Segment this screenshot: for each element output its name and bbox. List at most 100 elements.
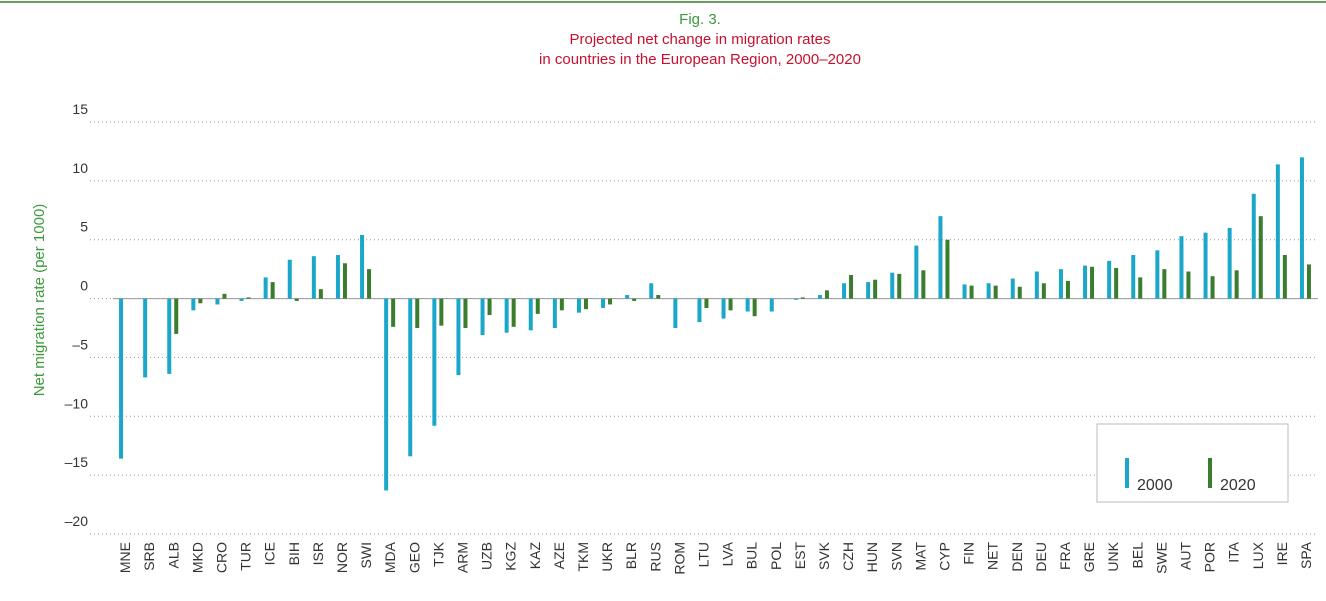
bar <box>1299 157 1304 299</box>
bar <box>239 298 244 301</box>
x-tick-label: MKD <box>189 542 205 573</box>
y-tick-label: –20 <box>65 513 89 529</box>
x-tick-label: BUL <box>744 542 760 569</box>
bar <box>1058 269 1063 299</box>
x-tick-label: CRO <box>213 542 229 573</box>
bar <box>656 295 661 299</box>
bar <box>897 273 902 299</box>
y-tick-label: 5 <box>80 219 88 235</box>
x-tick-label: TKM <box>575 542 591 572</box>
bar <box>752 298 757 317</box>
x-tick-label: ITA <box>1226 541 1242 562</box>
bar <box>535 298 540 314</box>
bar <box>1258 216 1263 299</box>
x-tick-label: LUX <box>1250 541 1266 569</box>
bar <box>246 297 251 299</box>
y-axis-label: Net migration rate (per 1000) <box>31 204 48 397</box>
bar <box>649 283 654 299</box>
bar <box>873 279 878 299</box>
bar <box>728 298 733 311</box>
bar <box>1203 232 1208 299</box>
bar <box>367 269 372 299</box>
bar <box>1114 267 1119 299</box>
bar <box>559 298 564 311</box>
bar <box>432 298 437 426</box>
bar <box>704 298 709 308</box>
y-tick-label: 0 <box>80 278 88 294</box>
bar <box>511 298 516 327</box>
bar <box>552 298 557 328</box>
x-tick-label: POR <box>1202 542 1218 572</box>
bar <box>962 284 967 299</box>
bar <box>1083 265 1088 299</box>
x-tick-label: ISR <box>310 542 326 565</box>
x-tick-label: KAZ <box>527 542 543 570</box>
bar <box>625 295 630 299</box>
y-tick-label: 10 <box>72 160 88 176</box>
legend-swatch <box>1125 458 1129 488</box>
bar <box>1251 193 1256 299</box>
x-tick-label: LVA <box>720 541 736 566</box>
bar <box>198 298 203 304</box>
x-tick-label: CYP <box>936 542 952 571</box>
bar <box>408 298 413 457</box>
bar <box>318 289 323 299</box>
bar <box>439 298 444 326</box>
bar <box>1275 164 1280 299</box>
bar <box>311 256 316 299</box>
bar <box>1131 255 1136 299</box>
bar <box>1227 227 1232 299</box>
bar <box>263 277 268 299</box>
bar <box>1155 250 1160 299</box>
x-tick-label: SPA <box>1298 541 1314 569</box>
x-tick-label: TJK <box>430 541 446 567</box>
legend-swatch <box>1208 458 1212 488</box>
x-tick-label: RUS <box>647 542 663 572</box>
bar <box>1090 266 1095 299</box>
bar <box>1306 264 1311 299</box>
x-tick-label: GRE <box>1081 542 1097 572</box>
bar <box>456 298 461 376</box>
x-tick-label: ALB <box>165 542 181 568</box>
bar <box>1234 270 1239 299</box>
bar <box>222 293 227 299</box>
bar <box>215 298 220 305</box>
bar <box>576 298 581 313</box>
bar <box>800 297 805 299</box>
x-tick-label: KGZ <box>503 542 519 571</box>
bar <box>673 298 678 328</box>
legend-label: 2020 <box>1220 477 1256 494</box>
bar <box>921 270 926 299</box>
bar <box>769 298 774 312</box>
x-tick-label: FIN <box>961 542 977 565</box>
bar <box>986 283 991 299</box>
bar <box>817 295 822 299</box>
x-tick-label: BEL <box>1129 542 1145 569</box>
x-tick-label: BLR <box>623 542 639 569</box>
bar <box>119 298 124 459</box>
bar <box>1282 255 1287 299</box>
bar <box>632 298 637 301</box>
bar <box>335 255 340 299</box>
bar <box>1041 283 1046 299</box>
y-tick-label: –5 <box>72 336 88 352</box>
bar <box>608 298 613 305</box>
y-tick-label: 15 <box>72 101 88 117</box>
x-tick-label: AZE <box>551 542 567 569</box>
bar <box>167 298 172 374</box>
y-tick-label: –10 <box>65 395 89 411</box>
bar <box>360 235 365 299</box>
bar <box>528 298 533 331</box>
x-tick-label: SVN <box>888 542 904 571</box>
bar <box>824 290 829 299</box>
bar <box>504 298 509 333</box>
x-tick-label: IRE <box>1274 542 1290 565</box>
x-tick-label: MNE <box>117 542 133 573</box>
bar <box>287 259 292 299</box>
bar <box>945 239 950 299</box>
bar <box>463 298 468 328</box>
bar <box>415 298 420 328</box>
bar <box>1065 280 1070 299</box>
bar <box>793 298 798 300</box>
x-tick-label: HUN <box>864 542 880 572</box>
